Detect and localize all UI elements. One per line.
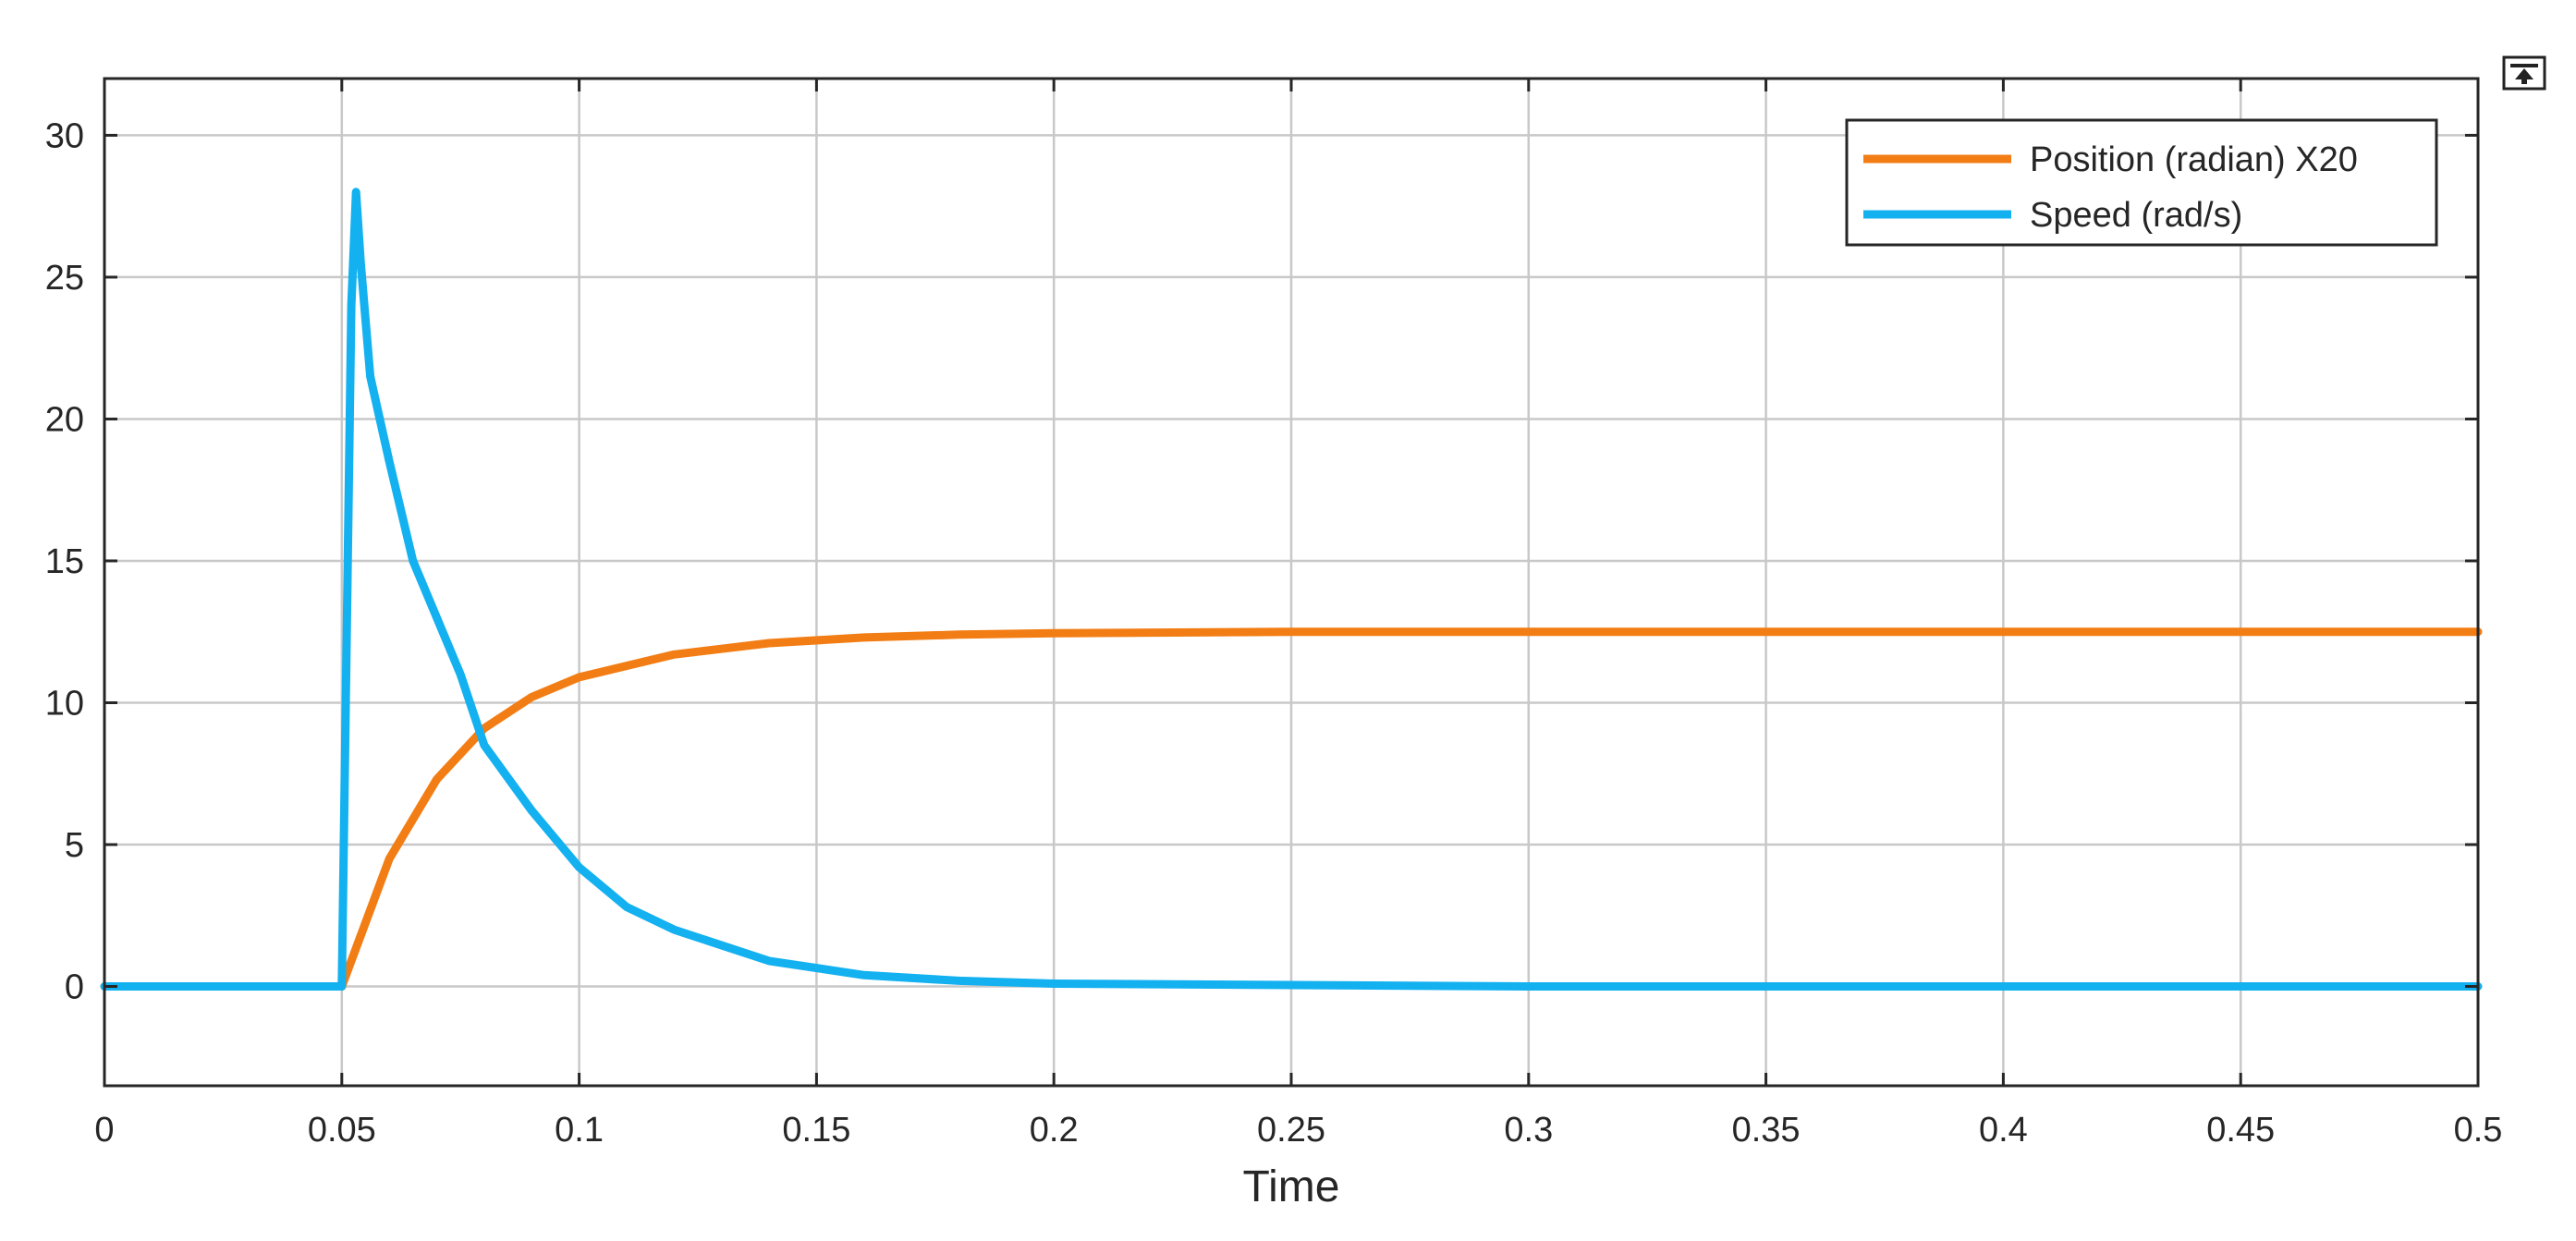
x-tick-label: 0.45 [2206, 1111, 2275, 1150]
x-tick-label: 0.15 [782, 1111, 850, 1150]
y-tick-label: 0 [65, 968, 84, 1007]
x-tick-label: 0.3 [1504, 1111, 1553, 1150]
y-tick-label: 30 [45, 116, 84, 155]
x-axis-label: Time [1243, 1162, 1340, 1211]
x-tick-label: 0.5 [2454, 1111, 2503, 1150]
plot-area: 0 0.05 0.1 0.15 0.2 0.25 0.3 0.35 0.4 0.45 0.5 0 5 10… [45, 77, 2503, 1211]
x-tick-label: 0.35 [1732, 1111, 1801, 1150]
x-tick-label: 0.2 [1030, 1111, 1079, 1150]
x-tick-label: 0 [94, 1111, 114, 1150]
y-tick-label: 20 [45, 400, 84, 439]
dock-icon[interactable] [2502, 55, 2546, 91]
y-tick-label: 25 [45, 259, 84, 298]
legend-label: Speed (rad/s) [2030, 196, 2242, 235]
series-line-speed [100, 188, 2483, 991]
legend-box [1845, 118, 2438, 247]
x-tick-label: 0.1 [555, 1111, 604, 1150]
legend-label: Position (radian) X20 [2030, 140, 2358, 179]
y-tick-label: 10 [45, 684, 84, 723]
y-tick-label: 15 [45, 542, 84, 581]
x-tick-label: 0.05 [308, 1111, 376, 1150]
x-tick-label: 0.25 [1257, 1111, 1325, 1150]
x-tick-label: 0.4 [1979, 1111, 2028, 1150]
y-tick-label: 5 [65, 826, 84, 865]
series-line-position [100, 627, 2483, 991]
